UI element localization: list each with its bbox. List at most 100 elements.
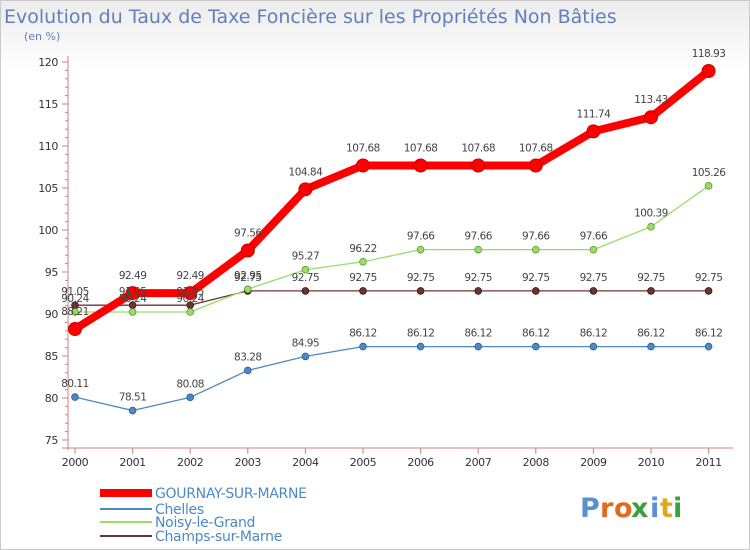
data-point-chelles xyxy=(301,352,310,361)
y-tick-label: 120 xyxy=(38,56,58,69)
data-label-chelles: 86.12 xyxy=(464,328,492,340)
data-point-gournay xyxy=(68,322,82,337)
data-point-champs xyxy=(474,287,483,295)
brand-letter: P xyxy=(580,493,600,524)
x-tick-label: 2007 xyxy=(465,456,492,469)
data-label-noisy: 97.66 xyxy=(522,231,550,243)
data-label-chelles: 78.51 xyxy=(119,392,147,404)
data-point-champs xyxy=(647,287,655,295)
brand-letter: o xyxy=(614,493,633,524)
data-point-noisy xyxy=(704,182,713,190)
y-tick-label: 80 xyxy=(45,392,59,405)
data-label-gournay: 107.68 xyxy=(519,142,553,154)
data-label-champs: 91.05 xyxy=(61,286,89,298)
data-label-gournay: 88.21 xyxy=(61,306,89,318)
data-label-champs: 91.05 xyxy=(176,286,204,298)
y-tick-label: 110 xyxy=(38,140,58,153)
legend-label-noisy: Noisy-le-Grand xyxy=(155,515,255,531)
data-point-noisy xyxy=(531,245,540,254)
data-label-gournay: 107.68 xyxy=(346,142,380,154)
data-point-gournay xyxy=(356,158,370,173)
data-label-champs: 92.75 xyxy=(407,272,435,284)
data-label-champs: 92.75 xyxy=(695,272,723,284)
legend-label-chelles: Chelles xyxy=(155,502,204,518)
data-label-chelles: 80.11 xyxy=(61,378,89,390)
data-point-chelles xyxy=(359,342,367,351)
data-label-champs: 92.75 xyxy=(234,272,262,284)
data-label-gournay: 113.43 xyxy=(634,94,668,106)
brand-letter: x xyxy=(631,493,648,524)
data-point-chelles xyxy=(474,342,483,351)
data-point-noisy xyxy=(128,308,137,316)
data-point-chelles xyxy=(531,342,540,351)
data-label-champs: 92.75 xyxy=(464,272,492,284)
legend-swatch-noisy xyxy=(100,521,152,523)
series-line-gournay xyxy=(71,66,713,334)
data-label-chelles: 86.12 xyxy=(407,328,435,340)
data-point-champs xyxy=(359,287,367,295)
data-labels: 91.05 91.05 91.05 92.75 92.75 92.75 92.75 92.75… xyxy=(61,48,727,404)
brand-letter: r xyxy=(600,493,614,524)
data-point-noisy xyxy=(301,265,310,274)
y-tick-label: 85 xyxy=(45,350,59,363)
data-label-noisy: 100.39 xyxy=(634,208,668,220)
data-point-gournay xyxy=(644,110,658,125)
data-point-gournay xyxy=(528,158,543,173)
data-point-gournay xyxy=(701,63,716,78)
data-point-gournay xyxy=(298,182,313,197)
data-label-chelles: 86.12 xyxy=(349,328,377,340)
data-label-noisy: 90.24 xyxy=(61,293,89,305)
x-tick-label: 2002 xyxy=(177,456,203,469)
data-point-noisy xyxy=(244,285,252,294)
data-label-noisy: 97.66 xyxy=(464,231,492,243)
data-label-noisy: 96.22 xyxy=(349,243,377,255)
data-point-noisy xyxy=(186,308,195,316)
y-tick-label: 115 xyxy=(38,98,58,111)
data-label-chelles: 84.95 xyxy=(292,337,320,349)
data-label-chelles: 80.08 xyxy=(176,378,204,390)
axes: 75 80 85 90 95 100 105 110 115 120 2000 2001 2002 200… xyxy=(38,56,733,469)
brand-letter: i xyxy=(673,493,682,524)
data-point-chelles xyxy=(647,342,655,351)
data-label-gournay: 92.49 xyxy=(176,270,204,282)
data-label-gournay: 97.56 xyxy=(234,227,262,239)
data-point-champs xyxy=(301,287,310,295)
y-tick-label: 100 xyxy=(38,224,58,237)
data-point-gournay xyxy=(471,158,486,173)
data-label-champs: 92.75 xyxy=(349,272,377,284)
data-point-noisy xyxy=(416,245,425,254)
data-label-noisy: 90.24 xyxy=(119,293,147,305)
series-points xyxy=(68,63,716,415)
data-point-gournay xyxy=(586,124,601,139)
chart-title: Evolution du Taux de Taxe Foncière sur l… xyxy=(4,6,617,28)
data-label-gournay: 107.68 xyxy=(404,142,438,154)
data-label-champs: 92.75 xyxy=(522,272,550,284)
y-tick-label: 105 xyxy=(38,182,58,195)
data-point-chelles xyxy=(244,366,252,375)
data-point-noisy xyxy=(71,308,79,316)
data-label-noisy: 95.27 xyxy=(292,251,320,263)
data-label-chelles: 83.28 xyxy=(234,351,262,363)
data-point-chelles xyxy=(128,406,137,415)
data-label-champs: 92.75 xyxy=(292,272,320,284)
data-label-gournay: 107.68 xyxy=(461,142,495,154)
data-label-champs: 92.75 xyxy=(580,272,608,284)
data-label-chelles: 86.12 xyxy=(580,328,608,340)
data-point-gournay xyxy=(125,286,140,301)
x-tick-label: 2001 xyxy=(119,456,145,469)
y-tick-label: 90 xyxy=(45,308,59,321)
data-point-chelles xyxy=(71,393,79,401)
data-label-chelles: 86.12 xyxy=(522,328,550,340)
data-point-noisy xyxy=(474,245,483,254)
data-label-noisy: 92.95 xyxy=(234,270,262,282)
x-tick-label: 2005 xyxy=(350,456,377,469)
x-tick-label: 2009 xyxy=(580,456,607,469)
data-label-gournay: 92.49 xyxy=(119,270,147,282)
legend-label-champs: Champs-sur-Marne xyxy=(155,529,282,545)
data-point-gournay xyxy=(183,286,198,301)
data-label-noisy: 97.66 xyxy=(407,231,435,243)
data-label-noisy: 105.26 xyxy=(692,167,727,179)
